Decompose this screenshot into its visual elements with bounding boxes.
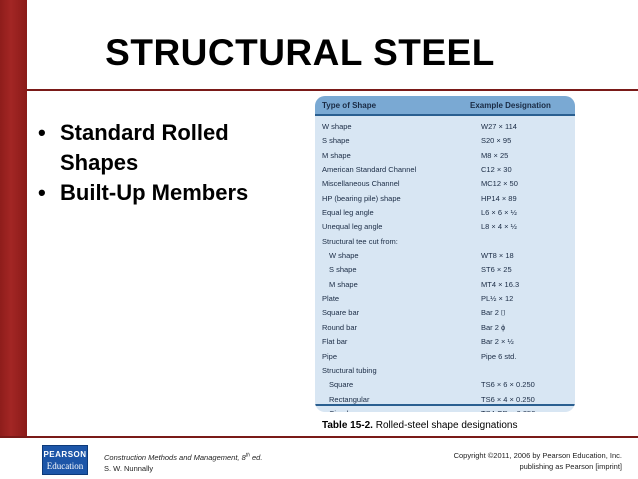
table-row: S shape S20 × 95	[315, 134, 575, 148]
cell-shape: American Standard Channel	[322, 165, 417, 175]
cell-shape: HP (bearing pile) shape	[322, 193, 401, 203]
shape-designation-table: Type of Shape Example Designation W shap…	[315, 96, 575, 412]
table-row: American Standard Channel C12 × 30	[315, 163, 575, 177]
table-row: S shape ST6 × 25	[315, 263, 575, 277]
cell-designation: Bar 2 ⌷	[481, 308, 506, 318]
cell-designation: M8 × 25	[481, 150, 509, 160]
table-row: Structural tubing	[315, 364, 575, 378]
table-row: M shape MT4 × 16.3	[315, 278, 575, 292]
title-divider	[27, 89, 638, 91]
table-row: Rectangular TS6 × 4 × 0.250	[315, 393, 575, 407]
cell-designation: Pipe 6 std.	[481, 351, 517, 361]
bullet-glyph: •	[38, 180, 46, 205]
bullet-text: Standard Rolled Shapes	[60, 120, 229, 175]
cell-shape: Structural tubing	[322, 365, 377, 375]
logo-line-2: Education	[46, 461, 84, 471]
cell-designation: L6 × 6 × ½	[481, 208, 517, 218]
cell-shape: W shape	[322, 122, 352, 131]
table-body: W shape W27 × 114 S shape S20 × 95 M shape M8…	[315, 120, 575, 412]
left-accent-bar	[0, 0, 27, 436]
book-title: Construction Methods and Management, 8th…	[104, 452, 263, 462]
cell-designation: HP14 × 89	[481, 193, 517, 203]
cell-designation: Bar 2 × ½	[481, 337, 514, 347]
cell-shape: Round bar	[322, 322, 358, 332]
cell-shape: Unequal leg angle	[322, 222, 383, 232]
table-row: Flat bar Bar 2 × ½	[315, 335, 575, 349]
bullet-item: • Standard Rolled Shapes	[38, 118, 298, 178]
cell-designation: ST6 × 25	[481, 265, 512, 275]
footer-book-info: Construction Methods and Management, 8th…	[104, 450, 262, 474]
table-row: M shape M8 × 25	[315, 149, 575, 163]
table-row: Circular TS4 OD × 0.250	[315, 407, 575, 412]
table-row: HP (bearing pile) shape HP14 × 89	[315, 192, 575, 206]
cell-shape: M shape	[322, 150, 351, 160]
table-row: Square TS6 × 6 × 0.250	[315, 378, 575, 392]
caption-label: Table 15-2.	[322, 420, 373, 431]
table-row: Equal leg angle L6 × 6 × ½	[315, 206, 575, 220]
table-row: Square bar Bar 2 ⌷	[315, 306, 575, 320]
cell-designation: WT8 × 18	[481, 251, 514, 261]
table-row: Round bar Bar 2 ϕ	[315, 321, 575, 335]
cell-designation: TS6 × 6 × 0.250	[481, 380, 535, 390]
table-row: Pipe Pipe 6 std.	[315, 350, 575, 364]
table-row: W shape W27 × 114	[315, 120, 575, 134]
cell-designation: C12 × 30	[481, 165, 512, 175]
bullet-glyph: •	[38, 120, 46, 145]
cell-shape: S shape	[329, 265, 357, 275]
cell-designation: W27 × 114	[481, 122, 517, 131]
cell-designation: Bar 2 ϕ	[481, 322, 506, 332]
table-caption: Table 15-2. Rolled-steel shape designati…	[322, 420, 518, 431]
table-header-row: Type of Shape Example Designation	[315, 96, 575, 116]
table-bottom-rule	[315, 404, 575, 406]
copyright-line-2: publishing as Pearson [imprint]	[519, 462, 622, 471]
cell-shape: Square	[329, 380, 354, 390]
caption-text: Rolled-steel shape designations	[372, 420, 518, 431]
header-type-of-shape: Type of Shape	[322, 101, 377, 110]
slide-title: STRUCTURAL STEEL	[105, 32, 495, 73]
table-row: Structural tee cut from:	[315, 235, 575, 249]
footer-copyright: Copyright ©2011, 2006 by Pearson Educati…	[454, 450, 622, 472]
cell-shape: Equal leg angle	[322, 208, 374, 218]
cell-shape: W shape	[329, 251, 359, 261]
cell-shape: Flat bar	[322, 337, 348, 347]
table-row: Miscellaneous Channel MC12 × 50	[315, 177, 575, 191]
cell-designation: PL½ × 12	[481, 294, 514, 304]
copyright-line-1: Copyright ©2011, 2006 by Pearson Educati…	[453, 451, 622, 460]
cell-designation: TS4 OD × 0.250	[481, 409, 535, 412]
cell-shape: Miscellaneous Channel	[322, 179, 400, 189]
cell-shape: S shape	[322, 136, 350, 146]
table-row: Unequal leg angle L8 × 4 × ½	[315, 220, 575, 234]
cell-designation: S20 × 95	[481, 136, 512, 146]
cell-designation: MC12 × 50	[481, 179, 518, 189]
cell-designation: L8 × 4 × ½	[481, 222, 517, 232]
cell-shape: Square bar	[322, 308, 360, 318]
cell-shape: M shape	[329, 279, 358, 289]
footer-divider	[0, 436, 638, 438]
cell-designation: TS6 × 4 × 0.250	[481, 394, 535, 404]
logo-line-1: PEARSON	[43, 450, 87, 459]
header-example-designation: Example Designation	[470, 101, 551, 110]
cell-shape: Pipe	[322, 351, 338, 361]
cell-designation: MT4 × 16.3	[481, 279, 520, 289]
bullet-list: • Standard Rolled Shapes • Built-Up Memb…	[38, 118, 298, 208]
table-row: Plate PL½ × 12	[315, 292, 575, 306]
pearson-logo: PEARSON Education	[42, 445, 88, 475]
bullet-item: • Built-Up Members	[38, 178, 298, 208]
table-row: W shape WT8 × 18	[315, 249, 575, 263]
footer	[0, 438, 638, 479]
cell-shape: Rectangular	[329, 394, 370, 404]
book-author: S. W. Nunnally	[104, 463, 154, 473]
cell-shape: Circular	[329, 409, 355, 412]
cell-shape: Plate	[322, 294, 340, 304]
cell-shape: Structural tee cut from:	[322, 236, 398, 246]
bullet-text: Built-Up Members	[60, 180, 249, 205]
